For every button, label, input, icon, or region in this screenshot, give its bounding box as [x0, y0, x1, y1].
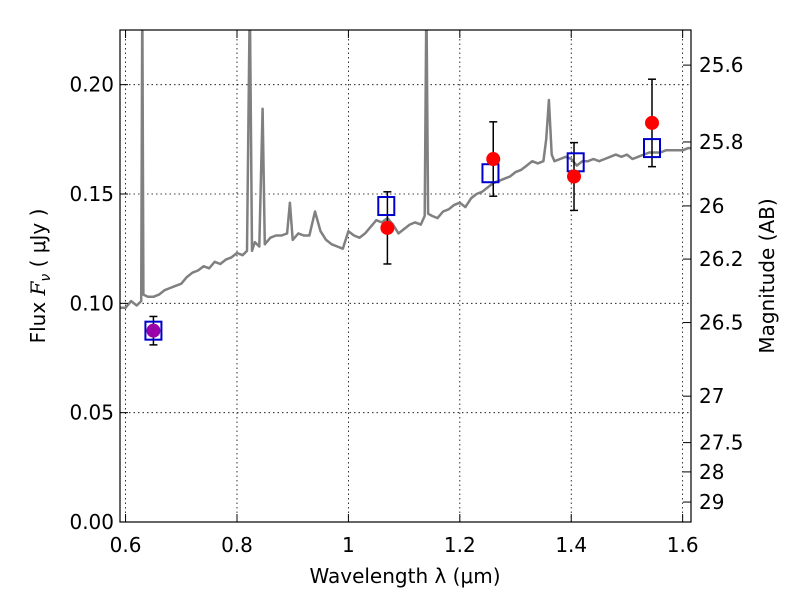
y-axis-label-suffix: ( μJy ) [26, 209, 50, 274]
y-axis-label-prefix: Flux [26, 295, 50, 343]
x-tick-label: 0.6 [110, 533, 142, 557]
y-tick-label: 0.20 [69, 73, 114, 97]
plot-area [120, 30, 691, 346]
model-point [377, 196, 396, 217]
model-point [643, 138, 662, 159]
observed-point [380, 220, 395, 235]
y2-tick-label: 29 [699, 490, 724, 514]
y2-tick-label: 26 [699, 194, 724, 218]
x-tick-label: 1.6 [667, 533, 699, 557]
x-tick-label: 1.4 [555, 533, 587, 557]
y-axis-label-subscript: ν [38, 274, 54, 282]
y2-tick-label: 28 [699, 460, 724, 484]
y2-tick-label: 27 [699, 384, 724, 408]
y-axis-label-symbol: F [26, 280, 50, 296]
observed-point [486, 152, 501, 167]
spectrum-line [120, 30, 691, 309]
y2-tick-label: 25.8 [699, 130, 744, 154]
y-tick-label: 0.00 [69, 510, 114, 534]
plot-frame [119, 29, 692, 523]
y-axis-label: Flux Fν ( μJy ) [26, 209, 54, 344]
observed-point [146, 323, 161, 338]
y2-tick-label: 25.6 [699, 53, 744, 77]
y2-tick-label: 27.5 [699, 431, 744, 455]
observed-point [645, 115, 660, 130]
y2-tick-label: 26.2 [699, 247, 744, 271]
x-tick-label: 1 [342, 533, 355, 557]
grid [120, 30, 691, 523]
y-tick-label: 0.05 [69, 401, 114, 425]
y2-tick-label: 26.5 [699, 311, 744, 335]
model-point [144, 320, 163, 341]
axes: 0.6 0.8 1 1.2 1.4 1.6 0.00 0.05 0.10 0.15 0.20 25.6… [69, 30, 744, 557]
y-tick-label: 0.10 [69, 291, 114, 315]
model-point [481, 163, 500, 184]
x-tick-label: 1.2 [444, 533, 476, 557]
observed-point [567, 169, 582, 184]
y-tick-label: 0.15 [69, 182, 114, 206]
y2-axis-label: Magnitude (AB) [755, 198, 779, 353]
x-axis-label: Wavelength λ (μm) [309, 564, 500, 588]
x-tick-label: 0.8 [221, 533, 253, 557]
